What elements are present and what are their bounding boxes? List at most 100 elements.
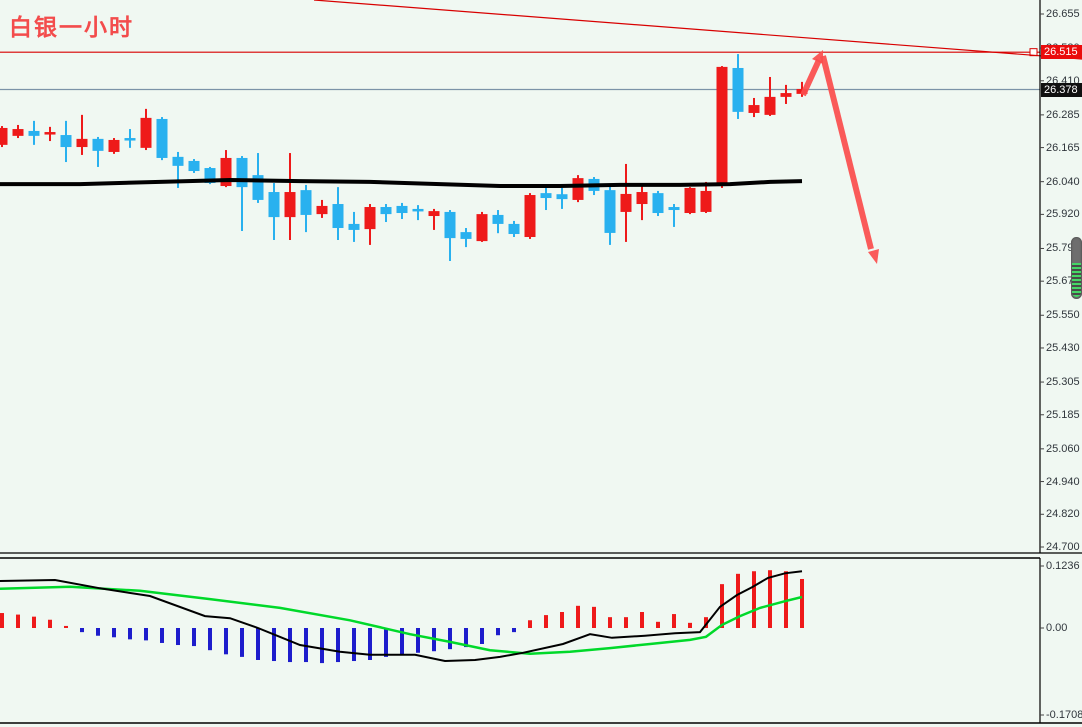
candle-body bbox=[524, 195, 536, 238]
macd-histogram-bar bbox=[624, 617, 628, 628]
macd-histogram-bar bbox=[176, 628, 180, 646]
macd-histogram-bar bbox=[144, 628, 148, 641]
candle-body bbox=[652, 193, 664, 214]
macd-histogram-bar bbox=[560, 612, 564, 628]
candle-body bbox=[300, 190, 312, 215]
arrow-down-shaft[interactable] bbox=[820, 55, 874, 250]
macd-histogram-bar bbox=[752, 571, 756, 628]
macd-histogram-bar bbox=[544, 615, 548, 628]
macd-histogram-bar bbox=[224, 628, 228, 655]
macd-histogram-bar bbox=[272, 628, 276, 662]
macd-histogram-bar bbox=[592, 606, 596, 628]
macd-histogram-bar bbox=[48, 619, 52, 628]
candle-body bbox=[44, 132, 56, 135]
candle-body bbox=[140, 117, 152, 148]
macd-histogram-bar bbox=[64, 625, 68, 628]
indicator-tick-label: 0.1236 bbox=[1046, 560, 1080, 572]
macd-histogram-bar bbox=[496, 628, 500, 636]
macd-histogram-bar bbox=[80, 628, 84, 633]
candle-body bbox=[316, 205, 328, 215]
candle-body bbox=[572, 178, 584, 200]
candle-body bbox=[380, 207, 392, 215]
macd-histogram-bar bbox=[240, 628, 244, 657]
macd-histogram-bar bbox=[688, 622, 692, 628]
candle-body bbox=[92, 138, 104, 151]
price-tick-label: 24.700 bbox=[1046, 540, 1080, 553]
macd-histogram-bar bbox=[448, 628, 452, 650]
candle-body bbox=[604, 190, 616, 233]
price-tick-label: 25.430 bbox=[1046, 341, 1080, 354]
candle-body bbox=[284, 192, 296, 218]
arrow-up-head-icon[interactable] bbox=[812, 50, 823, 64]
resistance-price-tag: 26.515 bbox=[1041, 45, 1082, 60]
candle-body bbox=[12, 129, 24, 136]
candle-body bbox=[764, 96, 776, 115]
price-tick-label: 26.285 bbox=[1046, 108, 1080, 121]
price-tick-label: 24.940 bbox=[1046, 475, 1080, 488]
price-tick-label: 24.820 bbox=[1046, 508, 1080, 521]
candle-body bbox=[780, 93, 792, 97]
macd-histogram-bar bbox=[768, 570, 772, 628]
macd-histogram-bar bbox=[192, 628, 196, 647]
macd-histogram-bar bbox=[384, 628, 388, 657]
candle-body bbox=[620, 193, 632, 212]
macd-histogram-bar bbox=[528, 620, 532, 628]
macd-histogram-bar bbox=[16, 614, 20, 628]
macd-histogram-bar bbox=[784, 571, 788, 628]
candle-body bbox=[444, 211, 456, 239]
candle-body bbox=[428, 211, 440, 217]
macd-histogram-bar bbox=[112, 628, 116, 638]
macd-histogram-bar bbox=[0, 613, 4, 628]
trendline[interactable] bbox=[313, 0, 1082, 60]
macd-histogram-bar bbox=[32, 616, 36, 628]
candle-body bbox=[540, 193, 552, 199]
candle-body bbox=[508, 223, 520, 235]
candle-body bbox=[700, 190, 712, 212]
candle-body bbox=[732, 67, 744, 112]
macd-histogram-bar bbox=[352, 628, 356, 662]
candle-body bbox=[124, 138, 136, 141]
arrow-down-head-icon[interactable] bbox=[868, 249, 879, 264]
price-tick-label: 26.655 bbox=[1046, 8, 1080, 20]
price-tick-label: 25.305 bbox=[1046, 376, 1080, 389]
candle-body bbox=[60, 135, 72, 148]
macd-dif-line bbox=[0, 570, 803, 663]
macd-histogram-bar bbox=[464, 628, 468, 648]
macd-histogram-bar bbox=[208, 628, 212, 651]
chart-title: 白银一小时 bbox=[9, 14, 134, 40]
last-price-tag: 26.378 bbox=[1041, 82, 1082, 97]
scrollbar-thumb-stripes bbox=[1072, 263, 1081, 297]
candle-body bbox=[220, 157, 232, 187]
candle-body bbox=[364, 207, 376, 230]
arrow-up-shaft[interactable] bbox=[800, 58, 822, 97]
macd-histogram-bar bbox=[160, 628, 164, 643]
candle-body bbox=[332, 204, 344, 229]
macd-histogram-bar bbox=[608, 617, 612, 628]
candle-body bbox=[172, 156, 184, 166]
macd-histogram-bar bbox=[96, 628, 100, 636]
price-tick-label: 25.060 bbox=[1046, 442, 1080, 455]
candle-body bbox=[108, 139, 120, 152]
price-tick-label: 26.040 bbox=[1046, 175, 1080, 188]
candle-body bbox=[236, 157, 248, 188]
macd-dea-line bbox=[0, 585, 803, 656]
candle-body bbox=[684, 187, 696, 214]
candle-body bbox=[492, 214, 504, 224]
price-tick-label: 26.165 bbox=[1046, 141, 1080, 154]
macd-histogram-bar bbox=[480, 628, 484, 644]
candle-body bbox=[252, 175, 264, 200]
candle-body bbox=[156, 118, 168, 158]
scrollbar-thumb[interactable] bbox=[1071, 237, 1082, 299]
ma-line bbox=[0, 177, 803, 188]
macd-histogram-bar bbox=[128, 628, 132, 640]
candle-body bbox=[636, 192, 648, 205]
macd-histogram-bar bbox=[416, 628, 420, 653]
macd-histogram-bar bbox=[672, 614, 676, 628]
candle-body bbox=[268, 192, 280, 218]
macd-histogram-bar bbox=[256, 628, 260, 660]
macd-histogram-bar bbox=[336, 628, 340, 663]
candle-body bbox=[0, 127, 8, 145]
macd-histogram-bar bbox=[512, 628, 516, 633]
candle-body bbox=[348, 223, 360, 230]
